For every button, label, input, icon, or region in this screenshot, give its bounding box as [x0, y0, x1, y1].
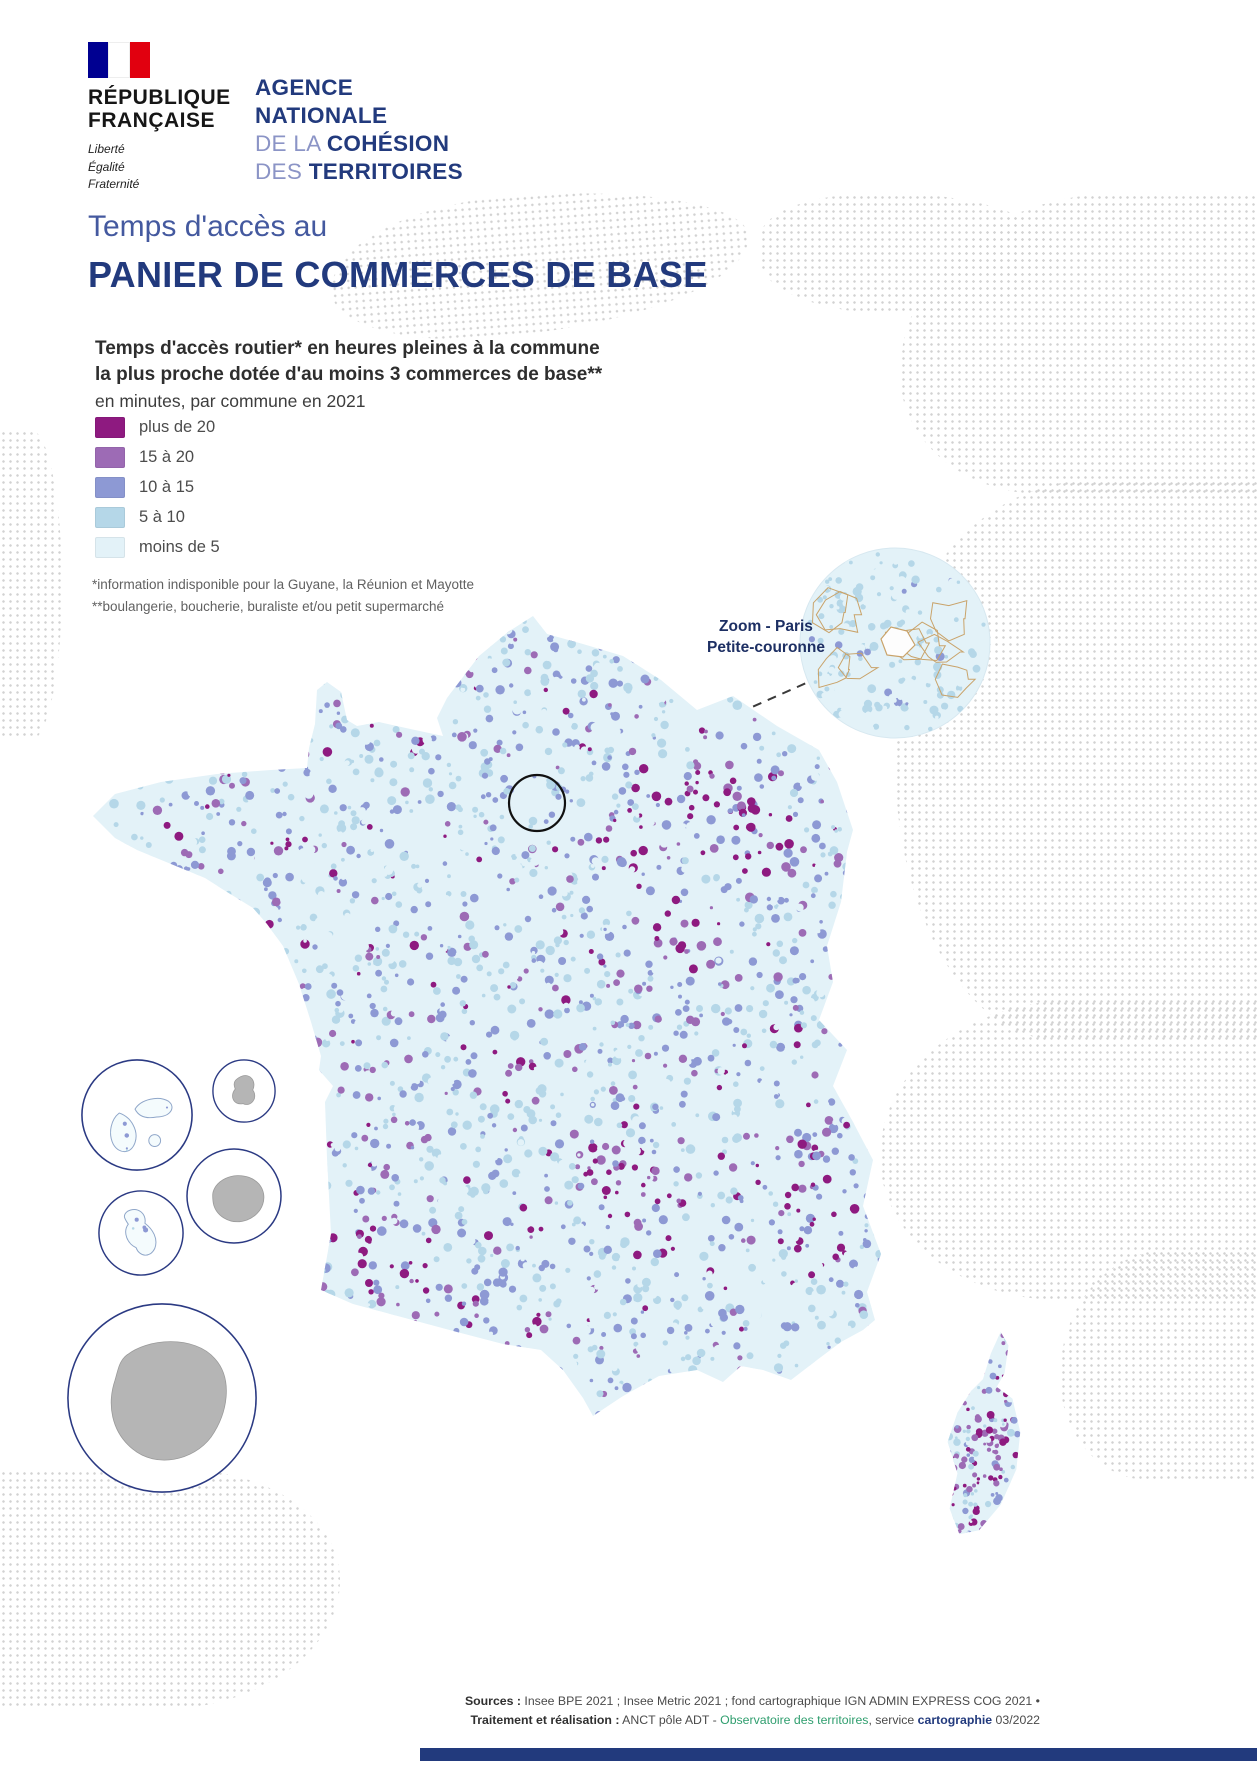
zoom-inset-commune-outlines: [811, 587, 977, 698]
paris-zoom-source-circle: [507, 773, 567, 833]
map-corsica: [947, 1331, 1021, 1535]
legend-item: plus de 20: [95, 412, 220, 442]
legend-item: 15 à 20: [95, 442, 220, 472]
zoom-paris-label: Zoom - Paris Petite-couronne: [707, 618, 825, 656]
legend-item: 5 à 10: [95, 502, 220, 532]
legend-item: moins de 5: [95, 532, 220, 562]
page-title-pre: Temps d'accès au: [88, 210, 328, 243]
guadeloupe-marie-galante: [148, 1134, 162, 1147]
anct-logo: AGENCE NATIONALE DE LA COHÉSION DES TERR…: [255, 75, 463, 184]
paris-commune-shape: [880, 626, 916, 658]
legend-swatch-10-15: [95, 476, 125, 498]
legend-swatch-5-10: [95, 506, 125, 528]
background-pattern-spain: [0, 1470, 340, 1710]
republique-name: RÉPUBLIQUE FRANÇAISE: [88, 86, 231, 133]
reunion-island-no-data: [212, 1175, 265, 1222]
inset-martinique: [98, 1190, 184, 1276]
inset-mayotte: [212, 1059, 276, 1123]
page-title: PANIER DE COMMERCES DE BASE: [88, 254, 708, 295]
legend-swatch-plus-de-20: [95, 416, 125, 438]
sources-credit: Sources : Insee BPE 2021 ; Insee Metric …: [464, 1694, 1040, 1727]
inset-circle: [81, 1059, 193, 1171]
mayotte-island-no-data: [232, 1075, 256, 1105]
legend-swatch-moins-de-5: [95, 536, 125, 558]
zoom-inset-speckle: [803, 551, 987, 734]
guyane-shape-no-data: [110, 1341, 227, 1461]
martinique-island: [123, 1208, 157, 1256]
map-subtitle: Temps d'accès routier* en heures pleines…: [95, 338, 603, 411]
map-legend: plus de 20 15 à 20 10 à 15 5 à 10 moins …: [95, 412, 220, 562]
inset-reunion: [186, 1148, 282, 1244]
republique-francaise-logo: RÉPUBLIQUE FRANÇAISE Liberté Égalité Fra…: [88, 42, 231, 193]
credits-label: Traitement et réalisation :: [470, 1713, 620, 1727]
zoom-paris-inset: [799, 547, 991, 739]
observatoire-link-text: Observatoire des territoires: [720, 1713, 869, 1727]
background-pattern-italy-coast: [1060, 1250, 1257, 1480]
republique-motto: Liberté Égalité Fraternité: [88, 142, 140, 191]
footer-bar: [420, 1748, 1257, 1761]
inset-guadeloupe: [81, 1059, 193, 1171]
french-flag-icon: [88, 42, 150, 78]
inset-guyane: [67, 1303, 257, 1493]
background-pattern-sea-left: [0, 430, 62, 740]
france-commune-speckle: [93, 616, 881, 1416]
legend-item: 10 à 15: [95, 472, 220, 502]
guadeloupe-basse-terre: [110, 1112, 137, 1153]
map-france-mainland: [93, 616, 881, 1416]
sources-label: Sources :: [464, 1694, 521, 1708]
footnotes: *information indisponible pour la Guyane…: [92, 577, 474, 614]
guadeloupe-grande-terre: [134, 1098, 173, 1119]
legend-swatch-15-20: [95, 446, 125, 468]
